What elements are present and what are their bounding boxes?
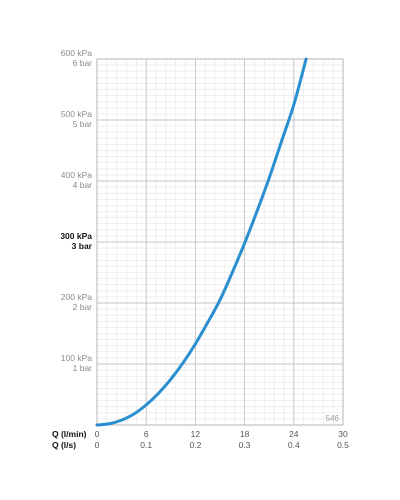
y-tick-label-kpa: 500 kPa xyxy=(61,109,92,119)
x-tick-label-ls: 0.5 xyxy=(337,440,349,450)
y-tick-label-kpa: 400 kPa xyxy=(61,170,92,180)
y-tick-label-bar: 4 bar xyxy=(73,180,93,190)
x-tick-label-lmin: 0 xyxy=(95,429,100,439)
y-tick-label-kpa: 300 kPa xyxy=(60,231,92,241)
y-tick-label-bar: 5 bar xyxy=(73,119,93,129)
x-tick-label-ls: 0.4 xyxy=(288,440,300,450)
x-tick-label-ls: 0.3 xyxy=(239,440,251,450)
y-tick-label-bar: 3 bar xyxy=(72,241,93,251)
x-axis-label-ls: Q (l/s) xyxy=(52,440,76,450)
plot-frame xyxy=(96,58,344,426)
x-tick-label-lmin: 18 xyxy=(240,429,250,439)
y-tick-label-kpa: 600 kPa xyxy=(61,48,92,58)
x-tick-labels: 00 60.1 120.2 180.3 240.4 300.5 xyxy=(95,429,350,450)
x-tick-label-lmin: 12 xyxy=(191,429,201,439)
x-tick-label-lmin: 6 xyxy=(144,429,149,439)
x-tick-label-lmin: 30 xyxy=(338,429,348,439)
x-axis-label-lmin: Q (l/min) xyxy=(52,429,87,439)
pressure-curve xyxy=(95,57,308,427)
y-tick-label-kpa: 200 kPa xyxy=(61,292,92,302)
y-tick-label-bar: 2 bar xyxy=(73,302,93,312)
x-tick-label-ls: 0.1 xyxy=(140,440,152,450)
y-tick-label-kpa: 100 kPa xyxy=(61,353,92,363)
y-tick-label-bar: 6 bar xyxy=(73,58,93,68)
x-tick-label-ls: 0 xyxy=(95,440,100,450)
series-group xyxy=(95,57,308,427)
x-tick-label-ls: 0.2 xyxy=(189,440,201,450)
chart-code: 546 xyxy=(326,414,340,423)
x-tick-label-lmin: 24 xyxy=(289,429,299,439)
y-tick-label-bar: 1 bar xyxy=(73,363,93,373)
